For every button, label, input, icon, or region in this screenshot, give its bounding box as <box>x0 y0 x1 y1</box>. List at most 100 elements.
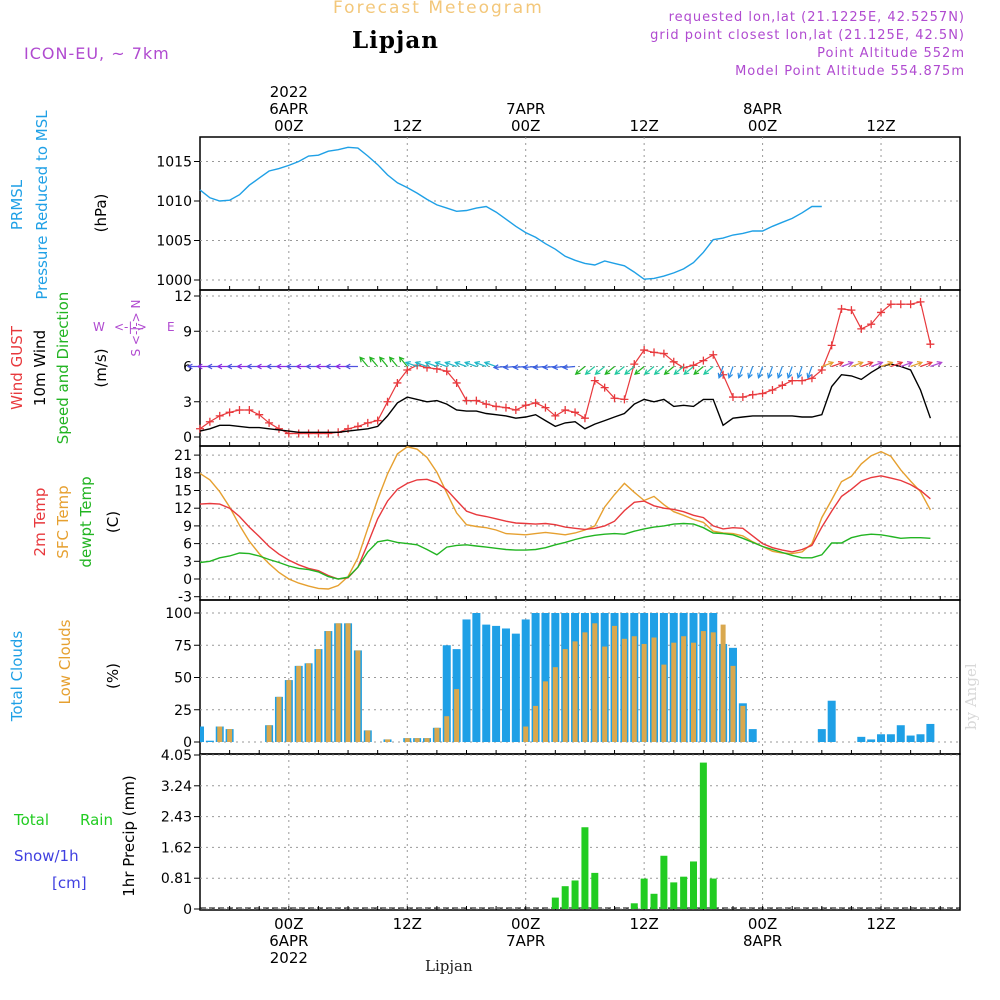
gust-marker <box>580 414 589 423</box>
wind-direction-arrow <box>930 361 943 368</box>
low-clouds-bar <box>621 638 627 742</box>
low-clouds-bar <box>651 637 657 742</box>
low-clouds-bar <box>612 625 618 742</box>
wind-direction-arrow <box>757 366 764 379</box>
y-tick-label: 1005 <box>156 234 192 250</box>
top-time-label: 12Z <box>866 117 895 135</box>
y-tick-label: 18 <box>174 466 192 482</box>
bottom-time-label: 8APR <box>743 932 782 950</box>
gust-marker <box>620 395 629 404</box>
rain-bar <box>630 903 638 909</box>
low-clouds-bar <box>700 631 706 742</box>
gust-marker <box>817 366 826 375</box>
y-tick-label: 21 <box>174 448 192 464</box>
wind-direction-arrow <box>663 366 675 376</box>
forecast-title: Forecast Meteogram <box>333 0 544 18</box>
compass-w: W <box>93 320 105 334</box>
low-clouds-bar <box>306 663 312 742</box>
gust-marker <box>788 376 797 385</box>
wind-direction-arrow <box>900 361 914 368</box>
wind-direction-arrow <box>561 364 576 371</box>
rain-bar <box>591 872 599 909</box>
rain-bar <box>660 855 668 909</box>
low-clouds-bar <box>355 650 361 742</box>
total-clouds-bar <box>200 726 204 742</box>
gust-marker <box>738 393 747 402</box>
y-tick-label: 12 <box>174 501 192 517</box>
precip-snow-label: Snow/1h <box>14 847 79 865</box>
low-clouds-bar <box>266 725 272 742</box>
gust-marker <box>215 411 224 420</box>
panel-frame <box>199 289 961 447</box>
gust-marker <box>511 405 520 414</box>
gust-marker <box>709 350 718 359</box>
gust-marker <box>324 429 333 438</box>
low-clouds-bar <box>227 729 233 742</box>
wind-direction-arrow <box>522 364 536 371</box>
total-clouds-bar <box>531 613 540 742</box>
gust-marker <box>590 376 599 385</box>
2m-temp-line <box>199 475 931 580</box>
gust-marker <box>906 300 915 309</box>
gust-marker <box>758 389 767 398</box>
gust-marker <box>501 403 510 412</box>
y-tick-label: 100 <box>165 606 192 622</box>
gust-marker <box>679 363 688 372</box>
low-clouds-bar <box>533 705 539 742</box>
gust-marker <box>768 386 777 394</box>
y-tick-label: 75 <box>174 638 192 654</box>
point-altitude: Point Altitude 552m <box>817 46 965 61</box>
bottom-time-label: 12Z <box>866 915 895 933</box>
gust-marker <box>659 349 668 358</box>
y-tick-label: 1015 <box>156 155 192 171</box>
total-clouds-bar <box>462 619 471 742</box>
temp-axis-label: SFC Temp <box>54 485 72 558</box>
wind-direction-arrow <box>378 356 388 367</box>
rain-bar <box>561 886 569 909</box>
gust-marker <box>827 341 836 350</box>
gust-marker <box>728 393 737 402</box>
total-clouds-bar <box>442 645 451 742</box>
gust-marker <box>442 367 451 376</box>
bottom-time-label: 00Z <box>511 915 540 933</box>
gust-marker <box>886 300 895 309</box>
low-clouds-bar <box>454 689 460 742</box>
y-tick-label: 0 <box>183 572 192 588</box>
gust-marker <box>314 429 323 438</box>
wind-direction-arrow <box>594 366 606 376</box>
precip-rain-label: Rain <box>80 811 113 829</box>
rain-bar <box>690 861 697 909</box>
wind-direction-arrow <box>776 366 783 379</box>
gust-marker <box>877 308 886 317</box>
wind-direction-arrow <box>532 364 546 371</box>
wind-direction-arrow <box>717 366 724 379</box>
top-time-label: 6APR <box>269 100 308 118</box>
low-clouds-bar <box>602 646 608 742</box>
gust-marker <box>916 297 925 306</box>
wind-axis-label: Wind GUST <box>8 325 26 410</box>
gust-marker <box>304 429 313 438</box>
temp-unit-label: (C) <box>104 511 122 533</box>
total-clouds-bar <box>817 729 826 742</box>
gust-marker <box>472 396 481 405</box>
total-clouds-bar <box>521 619 530 742</box>
top-time-label: 12Z <box>629 117 658 135</box>
low-clouds-bar <box>365 730 371 742</box>
bottom-time-label: 7APR <box>506 932 545 950</box>
wind-direction-arrow <box>542 364 556 371</box>
top-time-label: 00Z <box>511 117 540 135</box>
y-tick-label: 6 <box>183 537 192 553</box>
y-tick-label: 1.62 <box>161 840 192 856</box>
gust-marker <box>669 357 678 366</box>
top-time-label: 7APR <box>506 100 545 118</box>
wind-direction-arrow <box>851 361 864 368</box>
y-tick-label: -3 <box>178 590 192 606</box>
pressure-line <box>199 146 822 280</box>
wind-direction-arrow <box>369 356 379 367</box>
bottom-time-label: 00Z <box>748 915 777 933</box>
total-clouds-axis-label: Total Clouds <box>8 631 26 723</box>
wind-direction-arrow <box>831 361 845 368</box>
wind-direction-arrow <box>434 361 448 368</box>
wind-direction-arrow <box>463 361 477 368</box>
gust-marker <box>600 383 609 392</box>
